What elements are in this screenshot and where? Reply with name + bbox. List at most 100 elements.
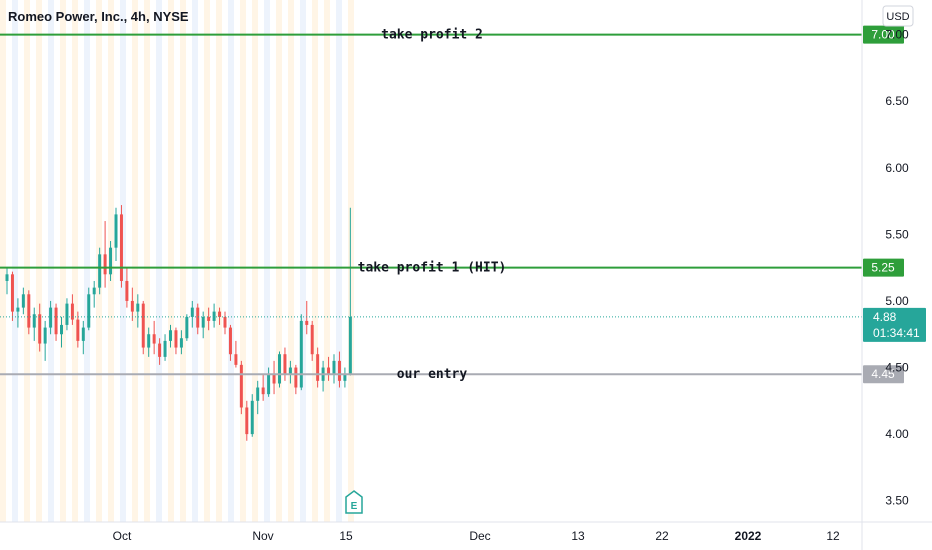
session-band bbox=[228, 0, 234, 522]
candle-body bbox=[92, 287, 96, 295]
candle[interactable] bbox=[87, 287, 91, 331]
candle[interactable] bbox=[38, 303, 42, 352]
candle-body bbox=[212, 311, 216, 321]
candle[interactable] bbox=[327, 356, 331, 381]
candle[interactable] bbox=[130, 287, 134, 321]
candle[interactable] bbox=[337, 351, 341, 388]
candle-body bbox=[81, 327, 85, 341]
session-band bbox=[354, 0, 360, 522]
candle[interactable] bbox=[283, 347, 287, 381]
candle[interactable] bbox=[310, 320, 314, 361]
candle[interactable] bbox=[98, 247, 102, 295]
session-band bbox=[36, 0, 42, 522]
plot-background bbox=[0, 0, 360, 522]
candle[interactable] bbox=[228, 324, 232, 361]
candle[interactable] bbox=[114, 207, 118, 261]
candle[interactable] bbox=[201, 311, 205, 339]
candle-body bbox=[234, 354, 238, 365]
candle[interactable] bbox=[223, 311, 227, 335]
candle[interactable] bbox=[65, 298, 69, 331]
earnings-marker[interactable]: E bbox=[345, 490, 363, 514]
candle[interactable] bbox=[207, 307, 211, 331]
candle[interactable] bbox=[141, 300, 145, 355]
candle[interactable] bbox=[109, 241, 113, 281]
candle-body bbox=[245, 407, 249, 435]
candle[interactable] bbox=[49, 300, 53, 335]
candle[interactable] bbox=[103, 221, 107, 288]
candle[interactable] bbox=[81, 320, 85, 355]
candle[interactable] bbox=[70, 294, 74, 325]
candle[interactable] bbox=[136, 294, 140, 328]
candle[interactable] bbox=[152, 320, 156, 355]
level-price-tag bbox=[863, 365, 904, 384]
candle[interactable] bbox=[212, 303, 216, 328]
candle-body bbox=[337, 360, 341, 381]
candle[interactable] bbox=[256, 380, 260, 415]
candle[interactable] bbox=[125, 267, 129, 308]
candle[interactable] bbox=[316, 347, 320, 388]
candle[interactable] bbox=[305, 300, 309, 335]
candle[interactable] bbox=[147, 327, 151, 357]
candle-body bbox=[32, 314, 36, 328]
candle[interactable] bbox=[261, 374, 265, 401]
candle-body bbox=[207, 316, 211, 321]
candle[interactable] bbox=[76, 311, 80, 348]
candle-body bbox=[256, 387, 260, 401]
candle[interactable] bbox=[92, 280, 96, 308]
candle-body bbox=[305, 320, 309, 325]
session-band bbox=[84, 0, 90, 522]
candle-body bbox=[16, 307, 20, 312]
price-levels[interactable]: take profit 2 7.00 take profit 1 (HIT) 5.25… bbox=[0, 25, 926, 384]
candle[interactable] bbox=[179, 330, 183, 355]
candle[interactable] bbox=[5, 267, 9, 295]
candle-body bbox=[348, 316, 352, 375]
candle[interactable] bbox=[272, 360, 276, 395]
candle[interactable] bbox=[54, 303, 58, 341]
candle[interactable] bbox=[43, 320, 47, 361]
candle[interactable] bbox=[119, 205, 123, 288]
candle[interactable] bbox=[163, 334, 167, 361]
candle[interactable] bbox=[32, 307, 36, 341]
session-band bbox=[306, 0, 312, 522]
candle[interactable] bbox=[267, 367, 271, 397]
x-tick-label: 13 bbox=[571, 529, 585, 543]
candle[interactable] bbox=[299, 314, 303, 391]
session-band bbox=[288, 0, 294, 522]
candle[interactable] bbox=[60, 316, 63, 348]
session-band bbox=[324, 0, 330, 522]
candle[interactable] bbox=[218, 307, 222, 325]
candle[interactable] bbox=[278, 351, 281, 388]
candle[interactable] bbox=[185, 314, 189, 341]
countdown-label: 01:34:41 bbox=[873, 326, 920, 340]
candle[interactable] bbox=[16, 298, 20, 328]
candle[interactable] bbox=[190, 300, 194, 328]
candle[interactable] bbox=[234, 340, 238, 368]
session-band bbox=[66, 0, 72, 522]
currency-button[interactable]: USD bbox=[882, 5, 914, 27]
session-band bbox=[210, 0, 216, 522]
candle-body bbox=[278, 354, 281, 384]
candles[interactable] bbox=[0, 205, 862, 441]
candle-body bbox=[114, 214, 118, 248]
session-band bbox=[204, 0, 210, 522]
candle[interactable] bbox=[196, 303, 200, 335]
session-band bbox=[156, 0, 162, 522]
candle[interactable] bbox=[332, 354, 336, 384]
candle[interactable] bbox=[343, 367, 347, 388]
candle[interactable] bbox=[10, 271, 14, 321]
candle[interactable] bbox=[174, 327, 178, 355]
candle[interactable] bbox=[169, 324, 172, 348]
candle[interactable] bbox=[239, 360, 243, 415]
x-tick-label: 12 bbox=[826, 529, 840, 543]
candle[interactable] bbox=[21, 287, 25, 315]
candle[interactable] bbox=[158, 338, 162, 365]
candle[interactable] bbox=[288, 360, 292, 384]
candle[interactable] bbox=[294, 364, 298, 395]
candle[interactable] bbox=[245, 400, 249, 441]
x-tick-label: 22 bbox=[655, 529, 669, 543]
candle[interactable] bbox=[348, 207, 352, 376]
candle[interactable] bbox=[27, 290, 31, 335]
candle[interactable] bbox=[250, 394, 254, 437]
